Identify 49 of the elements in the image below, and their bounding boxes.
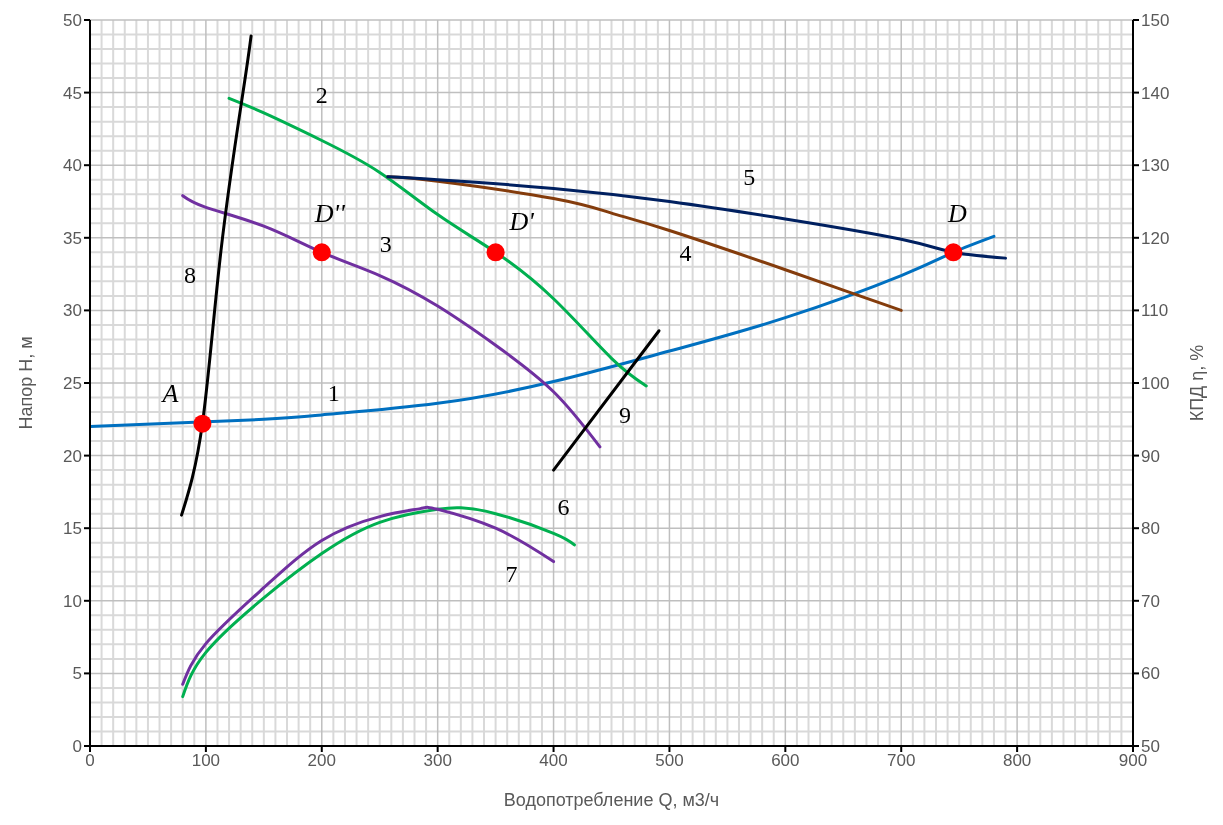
y2-tick-label: 130: [1141, 156, 1170, 176]
y-tick-label: 30: [63, 301, 82, 321]
y-tick-label: 0: [72, 737, 82, 757]
y2-tick-label: 60: [1141, 664, 1160, 684]
series-label: 8: [183, 261, 196, 288]
y2-tick-label: 150: [1141, 11, 1170, 31]
x-tick-label: 400: [539, 751, 568, 771]
x-tick-label: 0: [85, 751, 95, 771]
annotation: D'': [313, 199, 346, 229]
x-axis-title: Водопотребление Q, м3/ч: [503, 790, 720, 810]
y2-tick-label: 90: [1141, 446, 1160, 466]
x-tick-label: 200: [307, 751, 336, 771]
series-label: 1: [327, 379, 340, 406]
series-label: 9: [619, 401, 632, 428]
annotation: D: [946, 199, 967, 229]
series-label: 5: [743, 163, 756, 190]
y2-tick-label: 110: [1141, 301, 1169, 321]
y2-tick-label: 140: [1141, 83, 1170, 103]
series-label: 4: [679, 239, 692, 266]
y-tick-label: 15: [63, 519, 82, 539]
y2-axis-title: КПД η, %: [1187, 344, 1208, 422]
x-tick-label: 800: [1002, 751, 1032, 771]
y-tick-label: 45: [63, 83, 82, 103]
series-label: 7: [505, 560, 518, 587]
x-tick-label: 100: [191, 751, 221, 771]
y-tick-label: 10: [63, 591, 82, 611]
y-tick-label: 40: [63, 156, 82, 176]
y2-tick-label: 100: [1141, 374, 1170, 394]
y2-tick-label: 80: [1141, 519, 1160, 539]
y-tick-label: 20: [63, 446, 82, 466]
y-axis-title: Напор H, м: [16, 336, 37, 430]
x-tick-label: 300: [423, 751, 452, 771]
x-tick-label: 700: [887, 751, 916, 771]
series-label: 6: [557, 494, 570, 521]
series-label: 2: [315, 81, 328, 108]
x-tick-label: 600: [771, 751, 800, 771]
y-tick-label: 50: [63, 11, 82, 31]
y-tick-label: 25: [63, 374, 82, 394]
line-series: [181, 194, 602, 449]
line-series: [90, 234, 996, 429]
y2-tick-label: 70: [1141, 591, 1160, 611]
x-tick-label: 500: [655, 751, 684, 771]
y-tick-label: 5: [72, 664, 82, 684]
y-tick-label: 35: [63, 228, 82, 248]
annotation: A: [160, 378, 179, 408]
annotation: D': [508, 207, 535, 237]
line-series: [180, 34, 253, 517]
series-label: 3: [379, 230, 392, 257]
y2-tick-label: 120: [1141, 228, 1170, 248]
